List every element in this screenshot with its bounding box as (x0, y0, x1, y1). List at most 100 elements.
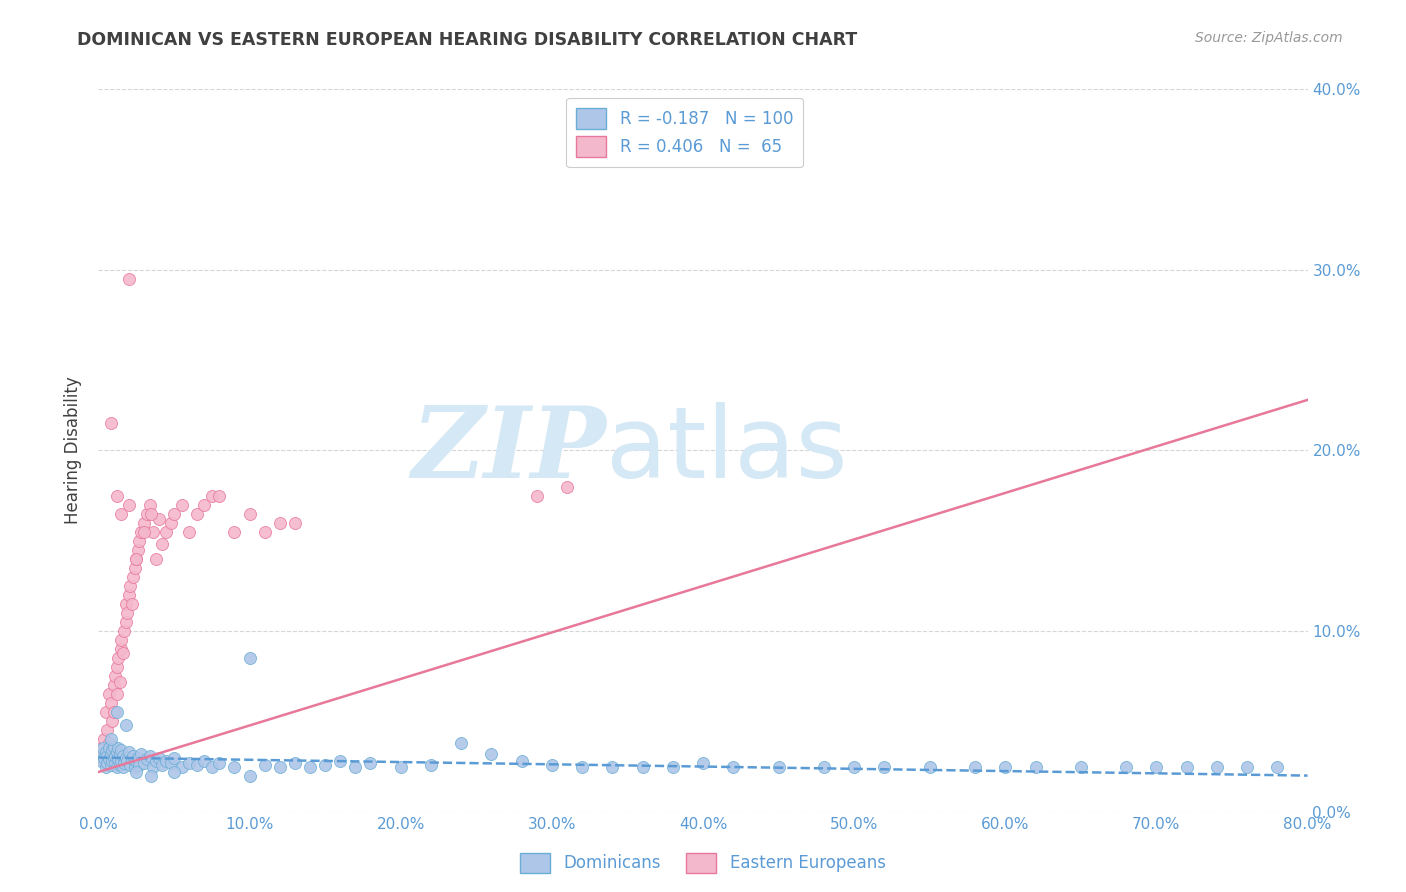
Point (125, 754, 148, 768)
Point (170, 759, 193, 773)
Point (94, 706, 117, 720)
Point (344, 759, 367, 773)
Point (170, 498, 193, 512)
Point (148, 512, 170, 526)
Point (127, 542, 149, 557)
Point (110, 633, 132, 648)
Point (121, 752, 143, 766)
Point (299, 759, 322, 773)
Point (129, 524, 152, 539)
Point (101, 754, 124, 768)
Point (253, 757, 276, 772)
Point (1206, 759, 1229, 773)
Point (1267, 759, 1289, 773)
Point (142, 524, 165, 539)
Point (768, 759, 790, 773)
Point (105, 687, 128, 701)
Point (163, 507, 186, 521)
Point (253, 524, 276, 539)
Point (118, 588, 141, 602)
Point (115, 606, 138, 620)
Point (160, 756, 183, 770)
Point (284, 756, 307, 770)
Point (481, 747, 503, 761)
Point (111, 646, 134, 660)
Point (389, 759, 412, 773)
Point (115, 754, 138, 768)
Point (107, 741, 129, 756)
Point (96, 723, 118, 738)
Point (1236, 759, 1258, 773)
Point (114, 750, 136, 764)
Point (100, 697, 122, 711)
Point (101, 714, 124, 729)
Point (124, 759, 146, 773)
Point (132, 524, 155, 539)
Point (90, 741, 112, 756)
Point (112, 624, 135, 639)
Point (107, 752, 129, 766)
Point (93, 732, 115, 747)
Point (89, 747, 111, 761)
Point (450, 736, 472, 750)
Point (135, 752, 157, 766)
Point (105, 745, 128, 759)
Point (150, 537, 173, 551)
Point (98, 687, 121, 701)
Point (94, 759, 117, 773)
Point (160, 516, 183, 530)
Point (100, 417, 122, 431)
Point (239, 651, 262, 665)
Point (98, 736, 121, 750)
Point (100, 747, 122, 761)
Point (105, 489, 128, 503)
Point (555, 480, 578, 494)
Point (89, 750, 111, 764)
Point (127, 750, 149, 764)
Point (201, 759, 224, 773)
Point (111, 759, 134, 773)
Point (602, 759, 624, 773)
Point (125, 551, 148, 566)
Point (148, 750, 170, 764)
Point (186, 507, 208, 521)
Point (122, 570, 145, 584)
Point (135, 507, 157, 521)
Point (98, 741, 121, 756)
Point (132, 516, 155, 530)
Point (104, 669, 127, 683)
Point (118, 745, 141, 759)
Point (107, 651, 129, 665)
Point (179, 524, 201, 539)
Point (91, 754, 114, 768)
Point (873, 759, 896, 773)
Point (100, 757, 122, 772)
Point (269, 759, 291, 773)
Point (103, 706, 125, 720)
Point (141, 507, 163, 521)
Point (510, 754, 533, 768)
Point (105, 660, 128, 674)
Point (93, 750, 115, 764)
Point (201, 489, 224, 503)
Point (90, 754, 112, 768)
Point (94, 747, 117, 761)
Point (96, 756, 118, 770)
Point (104, 756, 127, 770)
Point (112, 756, 135, 770)
Point (844, 759, 866, 773)
Point (105, 706, 128, 720)
Point (104, 748, 127, 763)
Point (108, 674, 131, 689)
Point (540, 757, 562, 772)
Point (103, 678, 125, 692)
Text: ZIP: ZIP (412, 402, 606, 499)
Point (420, 757, 443, 772)
Point (145, 551, 167, 566)
Point (121, 597, 143, 611)
Point (120, 579, 142, 593)
Point (813, 759, 835, 773)
Point (1144, 759, 1167, 773)
Point (125, 551, 148, 566)
Point (114, 597, 136, 611)
